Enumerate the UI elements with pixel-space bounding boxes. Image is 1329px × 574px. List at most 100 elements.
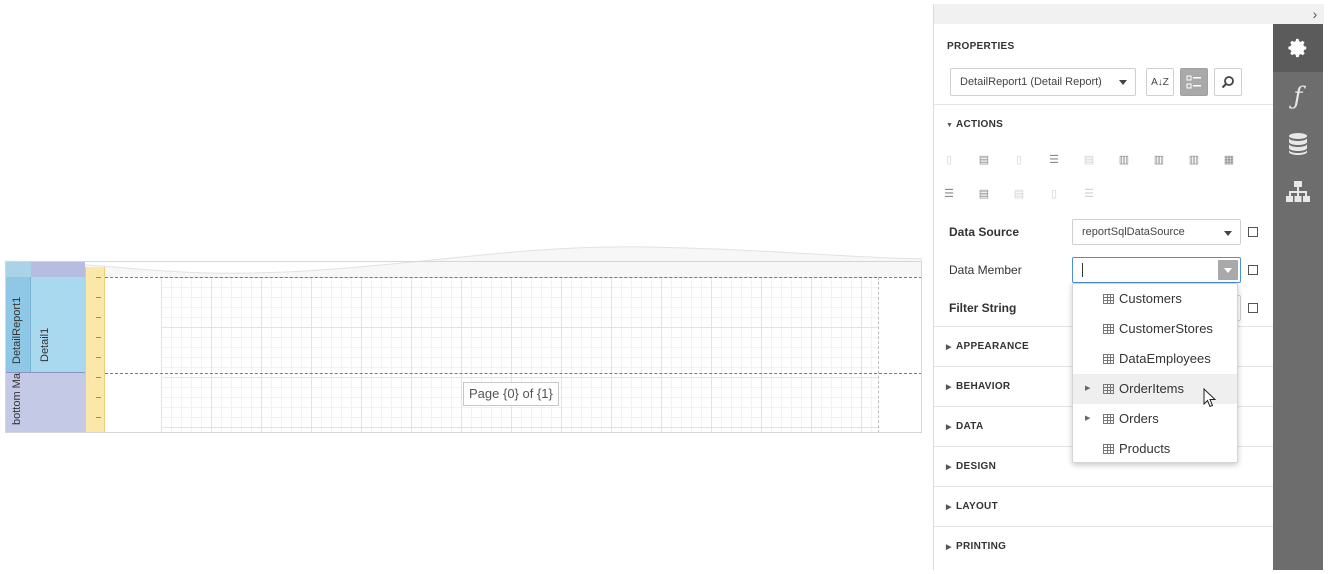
align-top-icon[interactable]: ☰ (1049, 154, 1059, 166)
side-tab-bar: ƒ (1273, 24, 1323, 570)
panel-top-bar (934, 4, 1324, 24)
section-behavior[interactable]: ▶ BEHAVIOR (946, 381, 1010, 392)
tab-properties[interactable] (1273, 24, 1323, 72)
data-source-checkbox[interactable] (1248, 227, 1258, 237)
table-icon (1103, 354, 1114, 364)
band-boundary-middle (105, 373, 922, 374)
data-member-dropdown-button[interactable] (1218, 260, 1238, 280)
surface-wave-edge (5, 246, 922, 285)
component-select[interactable]: DetailReport1 (Detail Report) (950, 68, 1136, 96)
tab-field-list[interactable] (1273, 120, 1323, 168)
page-info-control[interactable]: Page {0} of {1} (463, 382, 559, 406)
data-member-label: Data Member (949, 263, 1022, 277)
panel-title: PROPERTIES (947, 41, 1015, 52)
list-item-label: Orders (1119, 411, 1159, 426)
list-item[interactable]: ▶ OrderItems (1073, 374, 1237, 404)
section-design-label: DESIGN (956, 461, 997, 472)
list-item-label: Products (1119, 441, 1171, 456)
section-appearance[interactable]: ▶ APPEARANCE (946, 341, 1029, 352)
increase-spacing-icon[interactable]: ▤ (1013, 188, 1025, 200)
expand-arrow-icon: ▶ (946, 464, 952, 471)
align-bottom-icon[interactable]: ▥ (1118, 154, 1130, 166)
remove-spacing-icon[interactable]: ☰ (1084, 188, 1094, 200)
table-icon (1103, 384, 1114, 394)
hierarchy-icon (1286, 181, 1310, 202)
align-center-icon[interactable]: ▤ (978, 154, 990, 166)
search-button[interactable] (1214, 68, 1242, 96)
align-left-icon[interactable]: ▯ (945, 154, 953, 166)
expand-arrow-icon[interactable]: ▶ (1085, 415, 1091, 422)
list-item[interactable]: Products (1073, 434, 1237, 464)
data-source-select[interactable]: reportSqlDataSource (1072, 219, 1241, 245)
section-actions[interactable]: ▼ ACTIONS (946, 119, 1003, 130)
list-item[interactable]: DataEmployees (1073, 344, 1237, 374)
divider (934, 486, 1274, 487)
band-separator (5, 372, 85, 373)
vertical-spacing-icon[interactable]: ▤ (978, 188, 990, 200)
data-source-label: Data Source (949, 225, 1020, 239)
list-item-label: DataEmployees (1119, 351, 1211, 366)
list-item[interactable]: CustomerStores (1073, 314, 1237, 344)
chevron-down-icon (1224, 268, 1232, 273)
mouse-pointer-icon (1203, 388, 1217, 408)
page-area[interactable]: Page {0} of {1} (105, 277, 922, 433)
table-icon (1103, 294, 1114, 304)
bottom-margin-band-label: bottom Ma (11, 373, 23, 425)
chevron-right-icon[interactable]: › (1312, 6, 1318, 22)
expand-arrow-icon: ▶ (946, 384, 952, 391)
expand-arrow-icon[interactable]: ▶ (1085, 385, 1091, 392)
design-surface[interactable]: DetailReport1 Detail1 bottom Ma Page {0}… (5, 245, 922, 435)
page-right-margin (878, 277, 879, 433)
section-data-label: DATA (956, 421, 984, 432)
align-right-icon[interactable]: ▯ (1015, 154, 1023, 166)
divider (934, 526, 1274, 527)
text-caret (1082, 263, 1083, 277)
sort-az-icon: A↓Z (1151, 77, 1169, 88)
filter-string-label: Filter String (949, 301, 1017, 315)
section-layout-label: LAYOUT (956, 501, 998, 512)
data-member-dropdown-list: Customers CustomerStores DataEmployees ▶… (1072, 283, 1238, 463)
section-printing[interactable]: ▶ PRINTING (946, 541, 1006, 552)
detail-band-header[interactable]: Detail1 (31, 277, 85, 372)
horizontal-spacing-icon[interactable]: ☰ (944, 188, 954, 200)
expand-arrow-icon: ▶ (946, 344, 952, 351)
data-member-checkbox[interactable] (1248, 265, 1258, 275)
filter-string-checkbox[interactable] (1248, 303, 1258, 313)
chevron-down-icon (1224, 231, 1232, 236)
detail-report-band-cap (5, 261, 31, 277)
list-item[interactable]: ▶ Orders (1073, 404, 1237, 434)
expand-arrow-icon: ▶ (946, 504, 952, 511)
tab-report-explorer[interactable] (1273, 168, 1323, 216)
section-layout[interactable]: ▶ LAYOUT (946, 501, 998, 512)
list-item[interactable]: Customers (1073, 284, 1237, 314)
chevron-down-icon (1119, 80, 1127, 85)
categories-icon (1186, 75, 1201, 89)
bottom-margin-band-header[interactable]: bottom Ma (5, 373, 85, 433)
tab-expressions[interactable]: ƒ (1273, 72, 1323, 120)
table-icon (1103, 414, 1114, 424)
data-member-input[interactable] (1072, 257, 1241, 283)
align-middle-icon[interactable]: ▤ (1083, 154, 1095, 166)
section-actions-label: ACTIONS (956, 119, 1004, 130)
search-icon (1221, 76, 1234, 89)
sort-alphabetically-button[interactable]: A↓Z (1146, 68, 1174, 96)
gear-icon (1288, 38, 1307, 58)
section-data[interactable]: ▶ DATA (946, 421, 984, 432)
design-grid (161, 277, 879, 433)
section-design[interactable]: ▶ DESIGN (946, 461, 996, 472)
section-printing-label: PRINTING (956, 541, 1007, 552)
same-size-icon[interactable]: ▦ (1223, 154, 1235, 166)
database-icon (1289, 133, 1307, 155)
detail-report-band-header[interactable]: DetailReport1 (5, 277, 31, 372)
section-behavior-label: BEHAVIOR (956, 381, 1011, 392)
same-height-icon[interactable]: ▥ (1188, 154, 1200, 166)
detail-band-cap (31, 261, 85, 277)
categories-button[interactable] (1180, 68, 1208, 96)
expand-arrow-icon: ▶ (946, 424, 952, 431)
table-icon (1103, 324, 1114, 334)
function-icon: ƒ (1293, 82, 1303, 110)
component-select-value: DetailReport1 (Detail Report) (960, 76, 1102, 88)
same-width-icon[interactable]: ▥ (1153, 154, 1165, 166)
list-item-label: CustomerStores (1119, 321, 1213, 336)
decrease-spacing-icon[interactable]: ▯ (1050, 188, 1058, 200)
